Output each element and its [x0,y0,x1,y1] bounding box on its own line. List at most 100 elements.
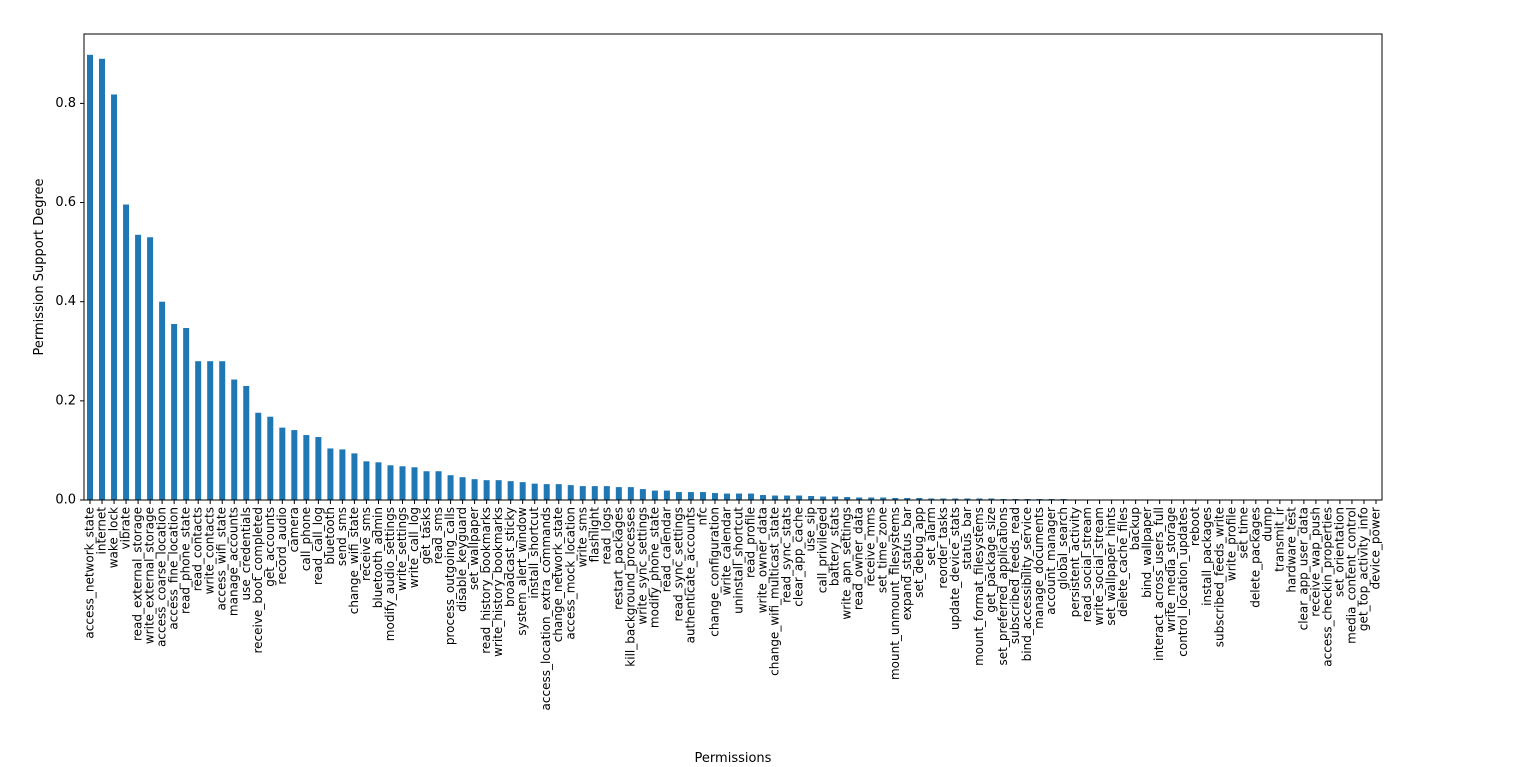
y-axis-ticks: 0.0 0.2 0.4 0.6 0.8 [55,96,84,508]
bar-access-coarse-location [159,301,166,500]
bar-uninstall-shortcut [736,493,743,500]
bar-access-location-extra-commands [543,484,550,500]
bar-update-device-stats [952,498,959,500]
x-tick-label: write_settings [395,507,409,591]
x-tick-label: access_location_extra_commands [539,507,553,710]
x-tick-label: write_sms [575,507,589,567]
bar-write-apn-settings [844,497,851,500]
bar-modify-phone-state [651,490,658,500]
x-tick-label: mount_unmount_filesystems [888,507,902,680]
bar-write-call-log [411,467,418,500]
x-tick-label: status_bar [960,507,974,570]
x-tick-label: vibrate [119,507,133,549]
x-tick-label: reboot [1188,507,1202,546]
x-tick-label: write_call_log [407,507,421,588]
bar-status-bar [964,498,971,500]
x-tick-label: disable_keyguard [455,507,469,612]
x-tick-label: read_calendar [659,507,673,592]
x-tick-label: expand_status_bar [900,507,914,620]
x-tick-label: call_phone [299,507,313,571]
x-tick-label: broadcast_sticky [503,507,517,607]
bar-record-audio [279,427,286,500]
x-tick-label: write_external_storage [143,507,157,644]
x-tick-label: read_owner_data [852,507,866,610]
bar-read-call-log [315,437,322,500]
x-tick-label: transmit_ir [1272,507,1286,572]
bar-read-sync-stats [784,495,791,500]
bar-access-wifi-state [219,361,226,500]
bar-read-phone-state [183,327,190,500]
x-tick-label: bind_accessibility_service [1020,507,1034,661]
x-tick-label: reorder_tasks [936,507,950,589]
x-tick-label: call_privileged [816,507,830,593]
x-tick-label: subscribed_feeds_read [1008,507,1022,644]
bar-read-sms [435,471,442,500]
x-tick-label: change_network_state [551,507,565,642]
bar-call-phone [303,435,310,500]
x-tick-label: set_time [1236,507,1250,558]
x-tick-label: camera [287,507,301,552]
bar-camera [291,430,298,500]
x-tick-label: use_sip [804,507,818,551]
x-tick-label: manage_accounts [227,507,241,616]
bars-group [87,54,1379,501]
bar-mount-unmount-filesystems [892,498,899,500]
x-tick-label: restart_packages [611,507,625,610]
x-tick-label: receive_wap_push [1308,507,1322,617]
plot-frame [83,33,1383,501]
x-tick-label: authenticate_accounts [683,507,697,643]
bar-write-calendar [723,493,730,500]
bar-change-configuration [711,493,718,500]
x-tick-label: control_location_updates [1176,507,1190,657]
bar-kill-background-processes [627,487,634,500]
bar-read-history-bookmarks [483,480,490,500]
x-tick-label: receive_mms [864,507,878,586]
x-tick-label: read_external_storage [131,507,145,641]
bar-read-owner-data [856,497,863,500]
bar-reorder-tasks [940,498,947,500]
x-tick-label: send_sms [335,507,349,566]
x-tick-label: dump [1260,507,1274,542]
bar-process-outgoing-calls [447,475,454,500]
x-tick-label: write_profile [1224,507,1238,581]
bar-access-network-state [87,54,94,500]
x-tick-label: battery_stats [828,507,842,586]
x-tick-label: account_manager [1044,507,1058,615]
x-tick-label: backup [1128,507,1142,550]
bar-access-fine-location [171,324,178,500]
bar-call-privileged [820,496,827,500]
bar-bluetooth [327,448,334,500]
x-tick-label: get_top_activity_info [1356,507,1370,631]
x-tick-label: set_wallpaper_hints [1104,507,1118,626]
y-tick-label: 0.4 [55,294,76,309]
x-tick-label: mount_format_filesystems [972,507,986,666]
x-tick-label: record_audio [275,507,289,585]
bar-get-tasks [423,471,430,500]
x-tick-label: set_preferred_applications [996,507,1010,665]
x-tick-label: write_sync_settings [635,507,649,625]
bar-set-alarm [928,498,935,500]
x-tick-label: write_media_storage [1164,507,1178,632]
bar-get-accounts [267,416,274,500]
x-tick-label: write_social_stream [1092,507,1106,625]
x-tick-label: global_search [1056,507,1070,589]
x-tick-label: nfc [695,507,709,525]
x-tick-label: access_mock_location [563,507,577,640]
x-tick-label: access_network_state [83,507,97,639]
bar-send-sms [339,449,346,500]
x-tick-label: write_apn_settings [840,507,854,620]
bar-receive-boot-completed [255,412,262,500]
y-tick-label: 0.0 [55,493,76,508]
x-tick-label: kill_background_processes [623,507,637,667]
bar-use-credentials [243,385,250,500]
x-tick-label: internet [95,507,109,555]
bar-vibrate [123,204,130,500]
bar-write-sync-settings [639,489,646,500]
bar-clear-app-cache [796,495,803,500]
bar-wake-lock [111,94,118,501]
x-tick-label: flashlight [587,507,601,563]
x-axis-ticks: access_network_stateinternetwake_lockvib… [83,500,1382,710]
bar-disable-keyguard [459,477,466,500]
bar-write-settings [399,466,406,500]
y-tick-label: 0.2 [55,393,76,408]
